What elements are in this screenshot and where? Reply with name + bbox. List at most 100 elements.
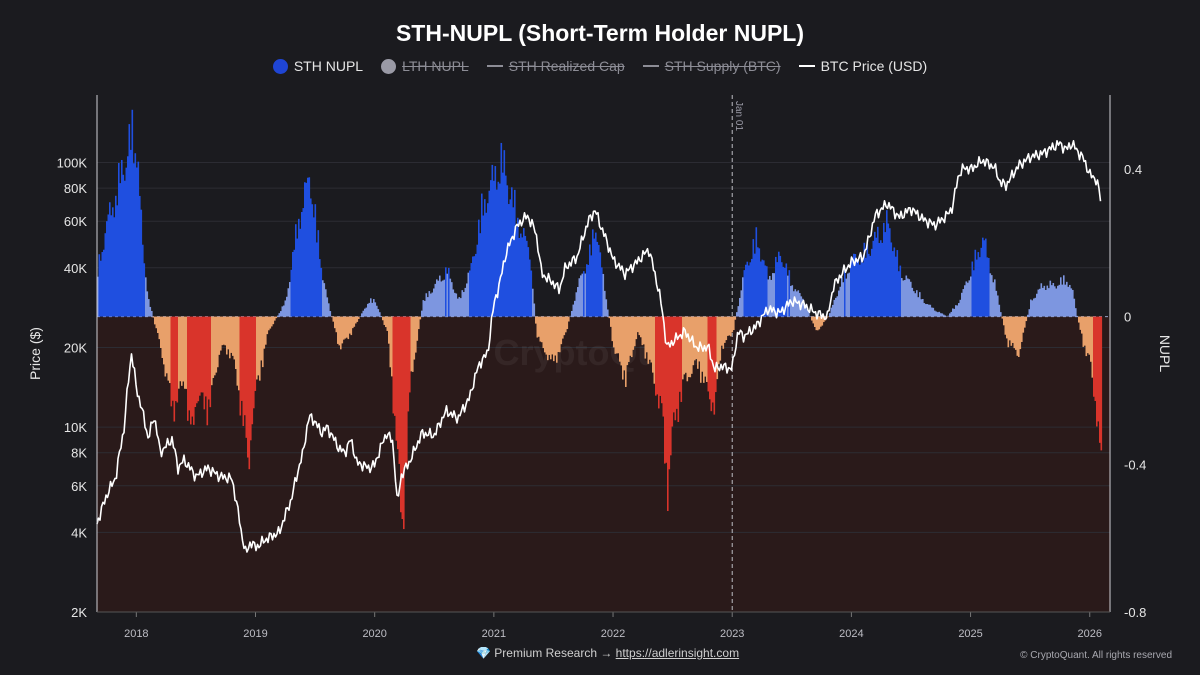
nupl-bar xyxy=(262,316,264,368)
nupl-bar xyxy=(185,316,188,389)
nupl-bar xyxy=(899,265,902,317)
nupl-bar xyxy=(683,316,686,375)
nupl-bar xyxy=(346,316,348,338)
nupl-bar xyxy=(200,316,203,393)
nupl-bar xyxy=(857,260,860,317)
nupl-bar xyxy=(761,259,764,317)
nupl-bar xyxy=(814,316,816,327)
nupl-bar xyxy=(104,233,107,317)
nupl-bar xyxy=(323,283,326,317)
y-tick-label-right: 0 xyxy=(1124,310,1131,325)
nupl-bar xyxy=(191,316,194,417)
nupl-bar xyxy=(239,316,242,416)
nupl-bar xyxy=(730,316,732,337)
nupl-bar xyxy=(301,212,303,317)
nupl-bar xyxy=(316,242,318,317)
nupl-bar xyxy=(536,316,539,338)
nupl-bar xyxy=(398,316,401,464)
nupl-bar xyxy=(734,316,737,320)
nupl-bar xyxy=(871,248,873,317)
y-tick-label-right: -0.8 xyxy=(1124,605,1146,620)
legend-item-sth-supply[interactable]: STH Supply (BTC) xyxy=(642,58,781,74)
nupl-bar xyxy=(779,255,782,317)
nupl-bar xyxy=(481,193,483,317)
nupl-bar xyxy=(220,316,222,351)
x-tick-label: 2023 xyxy=(720,628,744,640)
nupl-bar xyxy=(307,177,309,317)
nupl-bar xyxy=(257,316,260,376)
nupl-bar xyxy=(601,267,603,317)
y-tick-label-right: 0.4 xyxy=(1124,162,1142,177)
nupl-bar xyxy=(898,271,900,317)
nupl-bar xyxy=(968,280,971,317)
nupl-bar xyxy=(101,252,104,317)
nupl-bar xyxy=(1073,298,1076,317)
nupl-bar xyxy=(947,315,950,317)
nupl-bar xyxy=(98,254,101,317)
nupl-bar xyxy=(445,267,447,317)
nupl-bar xyxy=(640,316,642,338)
nupl-bar xyxy=(1045,289,1047,317)
nupl-bar xyxy=(532,288,534,317)
nupl-bar xyxy=(560,316,563,345)
nupl-bar xyxy=(631,316,633,358)
nupl-bar xyxy=(460,298,462,317)
nupl-bar xyxy=(688,316,690,378)
legend-dot-icon xyxy=(381,58,397,74)
nupl-bar xyxy=(470,263,473,317)
nupl-bar xyxy=(829,313,831,317)
y-tick-label-left: 60K xyxy=(64,214,87,229)
nupl-bar xyxy=(383,316,386,325)
nupl-bar xyxy=(227,316,230,350)
legend-item-btc-price[interactable]: BTC Price (USD) xyxy=(798,58,927,74)
legend-item-sth-nupl[interactable]: STH NUPL xyxy=(272,58,363,74)
nupl-bar xyxy=(557,316,560,353)
nupl-bar xyxy=(776,262,779,317)
nupl-bar xyxy=(659,316,662,396)
nupl-bar xyxy=(901,278,903,317)
nupl-bar xyxy=(329,311,332,317)
nupl-bar xyxy=(322,280,324,317)
nupl-bar xyxy=(149,306,152,317)
legend-item-sth-realized-cap[interactable]: STH Realized Cap xyxy=(486,58,625,74)
nupl-bar xyxy=(167,316,170,381)
nupl-bar xyxy=(391,316,393,377)
premium-link[interactable]: https://adlerinsight.com xyxy=(615,646,740,660)
nupl-bar xyxy=(400,316,402,513)
nupl-bar xyxy=(230,316,233,353)
nupl-bar xyxy=(598,244,600,317)
nupl-bar xyxy=(226,316,228,355)
nupl-bar xyxy=(868,253,870,317)
nupl-bar xyxy=(580,275,582,317)
nupl-bar xyxy=(781,262,783,317)
nupl-bar xyxy=(203,316,206,410)
nupl-bar xyxy=(815,316,818,331)
legend-label: STH Supply (BTC) xyxy=(664,58,781,74)
nupl-bar xyxy=(662,316,665,417)
nupl-bar xyxy=(748,265,750,317)
legend-item-lth-nupl[interactable]: LTH NUPL xyxy=(381,58,469,74)
nupl-bar xyxy=(1031,300,1034,317)
nupl-bar xyxy=(860,254,863,317)
nupl-bar xyxy=(911,287,914,317)
x-tick-label: 2018 xyxy=(124,628,148,640)
nupl-bar xyxy=(283,305,285,317)
nupl-bar xyxy=(404,316,407,464)
nupl-bar xyxy=(887,223,890,317)
nupl-bar xyxy=(766,266,768,317)
nupl-bar xyxy=(256,316,258,380)
nupl-bar xyxy=(184,316,186,389)
nupl-bar xyxy=(181,316,183,386)
nupl-bar xyxy=(113,217,116,317)
nupl-bar xyxy=(724,316,726,343)
nupl-bar xyxy=(796,291,798,317)
nupl-bar xyxy=(655,316,657,396)
nupl-bar xyxy=(115,195,117,317)
nupl-bar xyxy=(410,316,413,372)
nupl-bar xyxy=(956,305,959,317)
nupl-bar xyxy=(343,316,345,340)
nupl-bar xyxy=(803,302,806,317)
nupl-bar xyxy=(1099,316,1101,443)
nupl-bar xyxy=(664,316,666,464)
